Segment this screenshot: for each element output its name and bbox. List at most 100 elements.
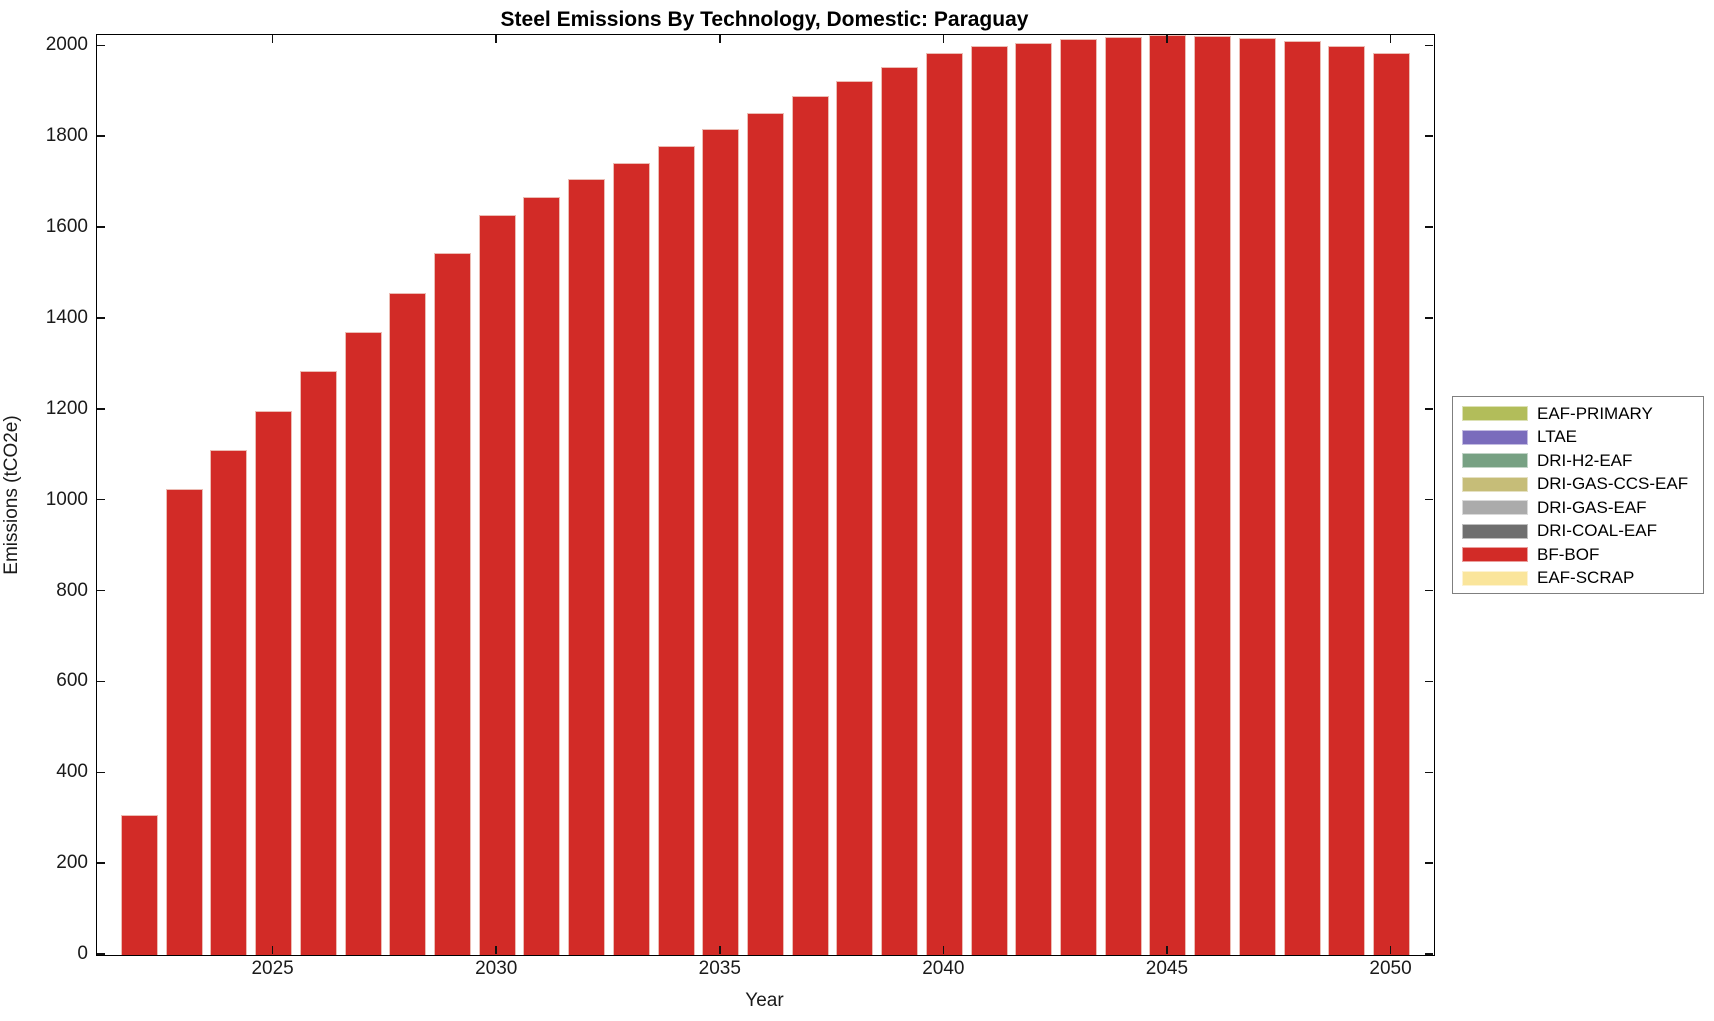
legend-item-eaf-scrap: EAF-SCRAP — [1453, 567, 1703, 591]
y-tick-left — [97, 44, 105, 47]
legend-item-dri-coal-eaf: DRI-COAL-EAF — [1453, 520, 1703, 544]
y-tick-right — [1425, 226, 1433, 228]
legend-label: DRI-H2-EAF — [1537, 450, 1633, 470]
bar-2029 — [433, 253, 472, 955]
y-tick-right — [1425, 589, 1433, 592]
x-tick-top — [271, 35, 274, 43]
bar-2041 — [970, 46, 1008, 955]
x-tick-top — [719, 35, 721, 43]
bar-2034 — [657, 145, 695, 955]
y-tick-right — [1425, 862, 1433, 864]
legend-label: DRI-COAL-EAF — [1537, 521, 1657, 541]
bar-2039 — [881, 66, 919, 955]
legend-label: LTAE — [1537, 427, 1577, 447]
bar-2027 — [344, 332, 382, 955]
legend-label: EAF-PRIMARY — [1537, 403, 1653, 423]
y-tick-right — [1425, 498, 1433, 501]
y-tick-right — [1425, 680, 1433, 683]
legend-item-ltae: LTAE — [1453, 426, 1703, 450]
y-tick-label: 400 — [56, 761, 88, 783]
x-tick-top — [1166, 35, 1168, 43]
legend-swatch-eaf-scrap — [1462, 570, 1528, 586]
legend-label: DRI-GAS-CCS-EAF — [1537, 474, 1689, 494]
bar-2050 — [1372, 52, 1411, 955]
legend-swatch-bf-bof — [1462, 547, 1528, 563]
y-tick-label: 1600 — [45, 216, 88, 238]
bar-2045 — [1149, 35, 1187, 955]
y-tick-label: 2000 — [45, 34, 88, 56]
bar-2042 — [1015, 42, 1053, 955]
y-tick-right — [1425, 317, 1433, 319]
y-tick-left — [97, 589, 105, 592]
bar-2036 — [746, 112, 785, 955]
y-tick-label: 1200 — [45, 397, 88, 419]
y-tick-left — [97, 680, 105, 683]
bar-2022 — [120, 814, 159, 955]
y-tick-left — [97, 771, 105, 774]
legend-swatch-dri-coal-eaf — [1462, 523, 1528, 539]
y-tick-right — [1425, 771, 1433, 774]
y-tick-label: 1800 — [45, 125, 88, 147]
x-tick-bottom — [1389, 946, 1392, 954]
y-tick-left — [97, 862, 105, 864]
chart-title: Steel Emissions By Technology, Domestic:… — [500, 8, 1029, 31]
x-tick-bottom — [1166, 946, 1168, 954]
y-tick-label: 200 — [56, 852, 88, 874]
x-tick-label: 2050 — [1369, 958, 1412, 979]
legend-swatch-dri-gas-eaf — [1462, 500, 1528, 516]
x-tick-label: 2035 — [698, 958, 741, 979]
legend-item-dri-h2-eaf: DRI-H2-EAF — [1453, 449, 1703, 473]
y-tick-label: 1400 — [45, 306, 88, 328]
y-tick-right — [1425, 135, 1433, 137]
y-tick-label: 800 — [56, 579, 88, 601]
y-tick-right — [1425, 408, 1433, 410]
x-tick-top — [1389, 35, 1392, 43]
y-tick-left — [97, 226, 105, 228]
plot-area — [96, 34, 1435, 956]
x-tick-label: 2045 — [1145, 958, 1189, 979]
legend-item-bf-bof: BF-BOF — [1453, 543, 1703, 567]
legend-swatch-eaf-primary — [1462, 406, 1528, 422]
bar-2026 — [299, 371, 337, 955]
x-tick-top — [942, 35, 945, 43]
bar-2044 — [1104, 36, 1142, 955]
x-tick-top — [495, 35, 497, 43]
bar-2046 — [1194, 35, 1232, 955]
x-tick-bottom — [271, 946, 274, 954]
legend-swatch-dri-gas-ccs-eaf — [1462, 476, 1528, 492]
bar-2035 — [702, 129, 740, 955]
x-tick-bottom — [942, 946, 945, 954]
legend-label: EAF-SCRAP — [1537, 568, 1635, 588]
legend-swatch-ltae — [1462, 429, 1528, 445]
y-tick-label: 0 — [77, 943, 88, 964]
x-tick-label: 2040 — [922, 958, 965, 979]
bar-2037 — [791, 96, 829, 955]
x-tick-label: 2025 — [251, 958, 294, 979]
bar-2024 — [210, 450, 248, 955]
bar-2032 — [568, 179, 606, 955]
legend-item-dri-gas-ccs-eaf: DRI-GAS-CCS-EAF — [1453, 473, 1703, 497]
y-tick-label: 1000 — [45, 488, 88, 510]
bar-2025 — [255, 411, 293, 955]
bar-2023 — [165, 489, 203, 955]
x-tick-bottom — [495, 946, 497, 954]
y-tick-left — [97, 317, 105, 319]
y-tick-left — [97, 498, 105, 501]
bar-2033 — [612, 163, 650, 955]
bar-2030 — [478, 214, 516, 955]
bar-2040 — [925, 52, 963, 955]
y-tick-left — [97, 408, 105, 410]
legend: EAF-PRIMARY LTAE DRI-H2-EAF DRI-GAS-CCS-EAF… — [1452, 396, 1704, 594]
bar-2031 — [523, 197, 561, 955]
y-tick-left — [97, 135, 105, 137]
bar-2049 — [1328, 45, 1366, 955]
x-tick-bottom — [719, 946, 721, 954]
x-tick-label: 2030 — [475, 958, 518, 979]
y-tick-right — [1425, 953, 1433, 955]
legend-swatch-dri-h2-eaf — [1462, 453, 1528, 469]
y-tick-left — [97, 953, 105, 955]
legend-item-dri-gas-eaf: DRI-GAS-EAF — [1453, 496, 1703, 520]
bar-2048 — [1283, 41, 1321, 955]
bar-2038 — [836, 81, 874, 955]
